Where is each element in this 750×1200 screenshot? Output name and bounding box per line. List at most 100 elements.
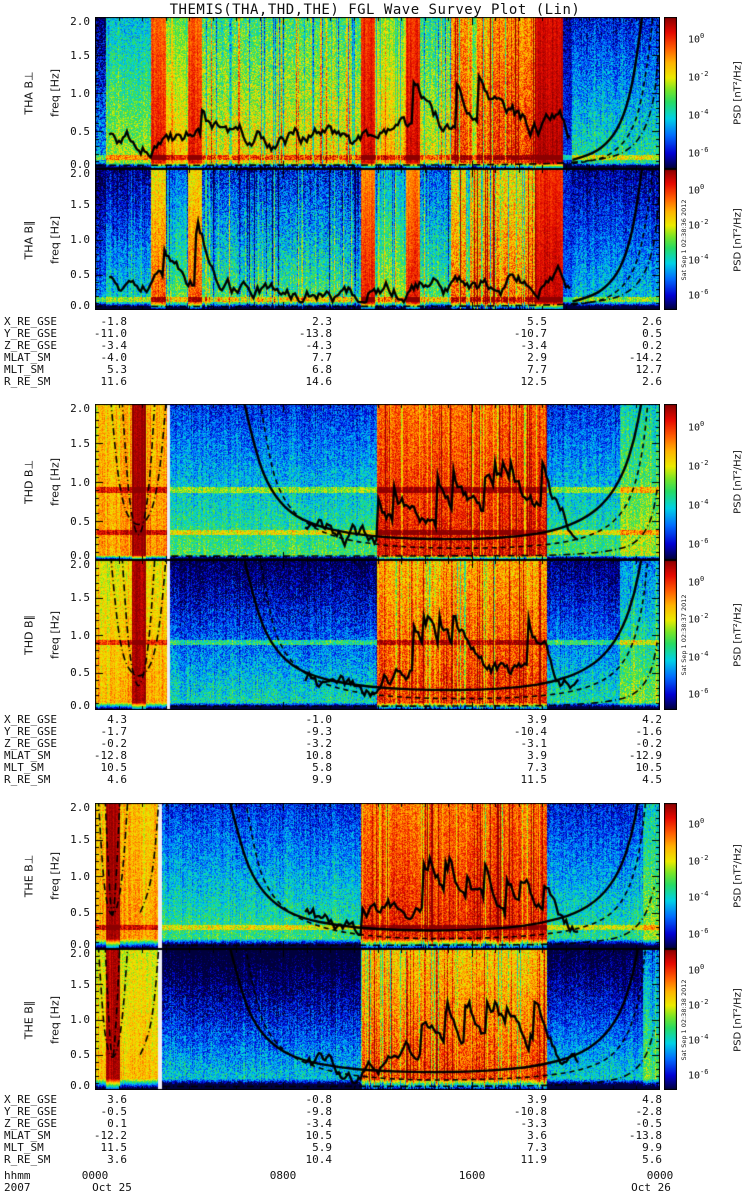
ephemeris-row: X_RE_GSE 4.3 -1.0 3.9 4.2 bbox=[0, 714, 750, 726]
ephemeris-value: 3.9 bbox=[527, 749, 547, 762]
colorbar-tick-label: 10-4 bbox=[688, 253, 709, 267]
ephemeris-value: -1.0 bbox=[305, 713, 333, 726]
ephemeris-table-thd: X_RE_GSE 4.3 -1.0 3.9 4.2 Y_RE_GSE -1.7 -9.3 -10… bbox=[0, 714, 750, 788]
ephemeris-label: Y_RE_GSE bbox=[4, 1105, 57, 1118]
ephemeris-value: -0.8 bbox=[305, 1093, 333, 1106]
ephemeris-value: 3.6 bbox=[107, 1093, 127, 1106]
ephemeris-value: -9.3 bbox=[305, 725, 333, 738]
spectrogram-block-thd-bpar: THD B∥ freq [Hz] PSD [nT²/Hz] Sat Sep 1 … bbox=[0, 559, 750, 712]
ephemeris-value: -1.6 bbox=[635, 725, 663, 738]
ephemeris-value: 0.1 bbox=[107, 1117, 127, 1130]
ephemeris-row: MLT_SM 10.5 5.8 7.3 10.5 bbox=[0, 762, 750, 774]
ephemeris-value: 10.8 bbox=[305, 749, 333, 762]
ephemeris-table-the: X_RE_GSE 3.6 -0.8 3.9 4.8 Y_RE_GSE -0.5 -9.8 -10… bbox=[0, 1094, 750, 1168]
ephemeris-value: 0.2 bbox=[642, 339, 662, 352]
ephemeris-value: 10.4 bbox=[305, 1153, 333, 1166]
colorbar-axis-label: PSD [nT²/Hz] bbox=[732, 844, 744, 908]
ephemeris-row: MLT_SM 5.3 6.8 7.7 12.7 bbox=[0, 364, 750, 376]
y-tick-label: 1.5 bbox=[70, 436, 90, 450]
ephemeris-value: -10.7 bbox=[513, 327, 547, 340]
y-tick-label: 0.5 bbox=[70, 268, 90, 282]
y-tick-label: 0.5 bbox=[70, 906, 90, 919]
ephemeris-value: -0.2 bbox=[635, 737, 663, 750]
ephemeris-label: X_RE_GSE bbox=[4, 1093, 57, 1106]
colorbar-tick-label: 10-2 bbox=[688, 217, 709, 232]
ephemeris-value: -0.5 bbox=[635, 1117, 663, 1130]
ephemeris-value: -14.2 bbox=[628, 351, 662, 364]
year-label: 2007 bbox=[4, 1181, 31, 1194]
colorbar-tick-label: 10-6 bbox=[688, 536, 709, 550]
creation-timestamp: Sat Sep 1 02:38:37 2012 bbox=[680, 594, 688, 676]
ephemeris-row: MLAT_SM -12.2 10.5 3.6 -13.8 bbox=[0, 1130, 750, 1142]
ephemeris-row: R_RE_SM 3.6 10.4 11.9 5.6 bbox=[0, 1154, 750, 1166]
ephemeris-row: X_RE_GSE 3.6 -0.8 3.9 4.8 bbox=[0, 1094, 750, 1106]
ephemeris-value: 2.6 bbox=[642, 375, 662, 388]
x-tick-label: 0800 bbox=[269, 1169, 297, 1182]
component-axis-label: THA B⊥ bbox=[22, 71, 36, 115]
y-tick-label: 0.0 bbox=[70, 299, 90, 312]
y-tick-label: 0.0 bbox=[70, 699, 90, 712]
colorbar-tick-label: 10-4 bbox=[688, 1033, 709, 1047]
ephemeris-value: 12.5 bbox=[520, 375, 548, 388]
spectrogram-the-perp bbox=[95, 803, 660, 949]
ephemeris-row: Y_RE_GSE -11.0 -13.8 -10.7 0.5 bbox=[0, 328, 750, 340]
ephemeris-value: 5.9 bbox=[312, 1141, 332, 1154]
ephemeris-value: 2.6 bbox=[642, 315, 662, 328]
ephemeris-value: 4.5 bbox=[642, 773, 662, 786]
colorbar-tick-label: 100 bbox=[688, 182, 705, 196]
x-tick-label: 1600 bbox=[458, 1169, 486, 1182]
y-tick-label: 2.0 bbox=[70, 402, 90, 415]
ephemeris-label: MLAT_SM bbox=[4, 749, 51, 762]
y-tick-label: 2.0 bbox=[70, 15, 90, 28]
ephemeris-value: 10.5 bbox=[100, 761, 128, 774]
ephemeris-value: 7.3 bbox=[527, 1141, 547, 1154]
ephemeris-value: -12.2 bbox=[93, 1129, 127, 1142]
ephemeris-value: -10.4 bbox=[513, 725, 547, 738]
y-tick-label: 1.5 bbox=[70, 977, 90, 991]
ephemeris-value: -13.8 bbox=[298, 327, 332, 340]
ephemeris-value: 0.5 bbox=[642, 327, 662, 340]
ephemeris-value: 5.6 bbox=[642, 1153, 662, 1166]
ephemeris-value: -4.0 bbox=[100, 351, 128, 364]
ephemeris-row: Z_RE_GSE -3.4 -4.3 -3.4 0.2 bbox=[0, 340, 750, 352]
y-tick-label: 1.0 bbox=[70, 233, 90, 246]
ephemeris-row: R_RE_SM 4.6 9.9 11.5 4.5 bbox=[0, 774, 750, 786]
ephemeris-row: Z_RE_GSE 0.1 -3.4 -3.3 -0.5 bbox=[0, 1118, 750, 1130]
ephemeris-value: -1.7 bbox=[100, 725, 128, 738]
creation-timestamp: Sat Sep 1 02:38:38 2012 bbox=[680, 978, 688, 1061]
colorbar-the-par bbox=[664, 949, 677, 1090]
ephemeris-row: Y_RE_GSE -0.5 -9.8 -10.8 -2.8 bbox=[0, 1106, 750, 1118]
ephemeris-row: R_RE_SM 11.6 14.6 12.5 2.6 bbox=[0, 376, 750, 388]
ephemeris-value: -2.8 bbox=[635, 1105, 663, 1118]
ephemeris-row: Z_RE_GSE -0.2 -3.2 -3.1 -0.2 bbox=[0, 738, 750, 750]
ephemeris-row: Y_RE_GSE -1.7 -9.3 -10.4 -1.6 bbox=[0, 726, 750, 738]
ephemeris-label: Z_RE_GSE bbox=[4, 339, 57, 352]
y-tick-label: 2.0 bbox=[70, 947, 90, 960]
ephemeris-value: 4.8 bbox=[642, 1093, 662, 1106]
ephemeris-value: 11.9 bbox=[520, 1153, 548, 1166]
ephemeris-label: X_RE_GSE bbox=[4, 315, 57, 328]
colorbar-tick-label: 100 bbox=[688, 817, 705, 831]
y-tick-label: 0.0 bbox=[70, 158, 90, 171]
ephemeris-label: MLAT_SM bbox=[4, 351, 51, 364]
ephemeris-label: R_RE_SM bbox=[4, 1153, 51, 1166]
colorbar-tick-label: 100 bbox=[688, 962, 705, 976]
colorbar-tick-label: 10-2 bbox=[688, 612, 709, 626]
ephemeris-value: -3.2 bbox=[305, 737, 333, 750]
ephemeris-value: -3.4 bbox=[520, 339, 548, 352]
component-axis-label: THD B∥ bbox=[22, 614, 36, 656]
ephemeris-value: -9.8 bbox=[305, 1105, 333, 1118]
ephemeris-value: 3.6 bbox=[527, 1129, 547, 1142]
colorbar-tick-label: 10-4 bbox=[688, 497, 709, 511]
ephemeris-value: 4.2 bbox=[642, 713, 662, 726]
ephemeris-value: 11.5 bbox=[100, 1141, 128, 1154]
colorbar-tick-label: 100 bbox=[688, 32, 705, 46]
ephemeris-value: 14.6 bbox=[305, 375, 333, 388]
colorbar-axis-label: PSD [nT²/Hz] bbox=[732, 61, 744, 125]
ephemeris-row: MLAT_SM -4.0 7.7 2.9 -14.2 bbox=[0, 352, 750, 364]
colorbar-tha-perp bbox=[664, 17, 677, 169]
y-tick-label: 1.5 bbox=[70, 48, 90, 62]
ephemeris-value: 4.6 bbox=[107, 773, 127, 786]
ephemeris-row: X_RE_GSE -1.8 2.3 5.5 2.6 bbox=[0, 316, 750, 328]
component-axis-label: THA B∥ bbox=[22, 219, 36, 260]
